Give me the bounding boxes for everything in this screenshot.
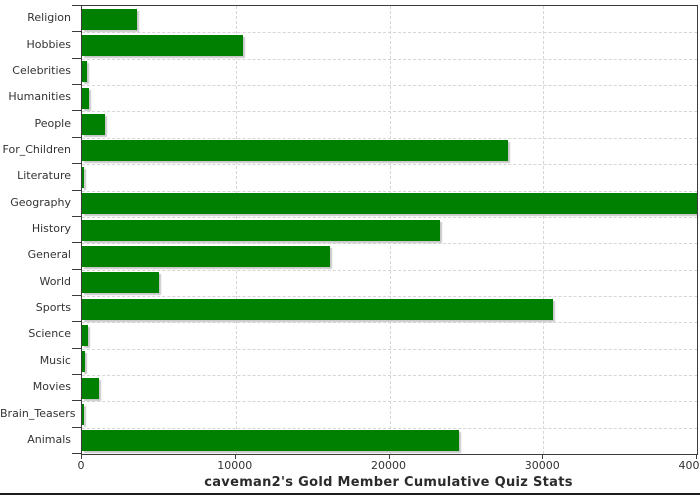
- bar-movies: [82, 377, 99, 399]
- y-axis-tick: [72, 294, 81, 296]
- horizontal-gridline: [82, 374, 697, 376]
- bar-science: [82, 324, 89, 346]
- chart-title: caveman2's Gold Member Cumulative Quiz S…: [204, 475, 573, 490]
- horizontal-gridline: [82, 427, 697, 429]
- bar-for_children: [82, 140, 508, 162]
- horizontal-gridline: [82, 243, 697, 245]
- x-axis-tick-label: 0: [77, 459, 85, 472]
- horizontal-gridline: [82, 85, 697, 87]
- bar-brain_teasers: [82, 404, 84, 425]
- y-axis-label: Science: [28, 327, 71, 341]
- horizontal-gridline: [82, 348, 697, 350]
- y-axis-label: Hobbies: [26, 37, 71, 51]
- x-axis-tick-label: 40000: [678, 459, 700, 472]
- bar-general: [82, 245, 330, 267]
- y-axis-label: Music: [39, 353, 71, 367]
- x-axis-tick-label: 10000: [217, 459, 253, 472]
- bottom-divider: [0, 493, 700, 495]
- x-axis-tick: [388, 454, 390, 459]
- x-axis-tick: [542, 454, 544, 459]
- horizontal-gridline: [82, 164, 697, 166]
- bar-religion: [82, 8, 138, 30]
- y-axis-label: Humanities: [8, 90, 71, 104]
- y-axis-tick: [72, 321, 81, 323]
- y-axis-label: Movies: [32, 380, 71, 394]
- y-axis-label: Geography: [10, 195, 71, 209]
- horizontal-gridline: [82, 322, 697, 324]
- y-axis-tick: [72, 189, 81, 191]
- y-axis-tick: [72, 163, 81, 165]
- horizontal-gridline: [82, 269, 697, 271]
- y-axis-tick: [72, 268, 81, 270]
- y-axis-label: History: [31, 222, 71, 235]
- y-axis-tick: [72, 242, 81, 244]
- y-axis-label: Animals: [27, 432, 71, 446]
- bar-hobbies: [82, 35, 244, 56]
- y-axis-tick: [72, 373, 81, 375]
- horizontal-gridline: [82, 401, 697, 403]
- bar-animals: [82, 430, 459, 452]
- horizontal-gridline: [82, 58, 697, 60]
- bar-history: [82, 219, 441, 241]
- y-axis-tick: [72, 400, 81, 402]
- y-axis-tick: [72, 136, 81, 138]
- bar-celebrities: [82, 61, 87, 83]
- y-axis-label: World: [39, 274, 71, 288]
- bar-music: [82, 351, 86, 373]
- x-axis-tick-label: 30000: [524, 459, 560, 472]
- bar-people: [82, 114, 106, 136]
- y-axis-tick: [72, 215, 81, 217]
- x-axis-tick: [234, 454, 236, 459]
- y-axis-label: Literature: [17, 169, 71, 183]
- y-axis-label: Brain_Teasers: [0, 406, 76, 420]
- horizontal-gridline: [82, 111, 697, 113]
- y-axis-label: Religion: [27, 11, 71, 25]
- horizontal-gridline: [82, 32, 697, 34]
- horizontal-gridline: [82, 216, 697, 218]
- horizontal-gridline: [82, 190, 697, 192]
- y-axis-label: General: [27, 248, 71, 262]
- x-axis-tick: [81, 454, 82, 459]
- plot-area: [81, 5, 698, 455]
- bar-world: [82, 272, 159, 294]
- y-axis-tick: [72, 5, 81, 6]
- y-axis-label: People: [34, 116, 71, 130]
- vertical-gridline: [543, 6, 545, 454]
- x-axis-tick: [696, 454, 697, 459]
- y-axis-tick: [72, 110, 81, 112]
- bar-geography: [82, 193, 697, 215]
- bar-literature: [82, 166, 85, 188]
- y-axis-tick: [72, 57, 81, 59]
- horizontal-gridline: [82, 295, 697, 297]
- bar-sports: [82, 298, 553, 320]
- bar-humanities: [82, 87, 89, 109]
- y-axis-label: For_Children: [2, 142, 71, 156]
- x-axis-tick-label: 20000: [371, 459, 406, 472]
- horizontal-gridline: [82, 137, 697, 139]
- y-axis-tick: [72, 347, 81, 349]
- y-axis-tick: [72, 453, 81, 454]
- y-axis-tick: [72, 84, 81, 86]
- y-axis-tick: [72, 31, 81, 33]
- y-axis-tick: [72, 426, 81, 428]
- y-axis-label: Sports: [35, 301, 71, 315]
- y-axis-label: Celebrities: [12, 63, 71, 77]
